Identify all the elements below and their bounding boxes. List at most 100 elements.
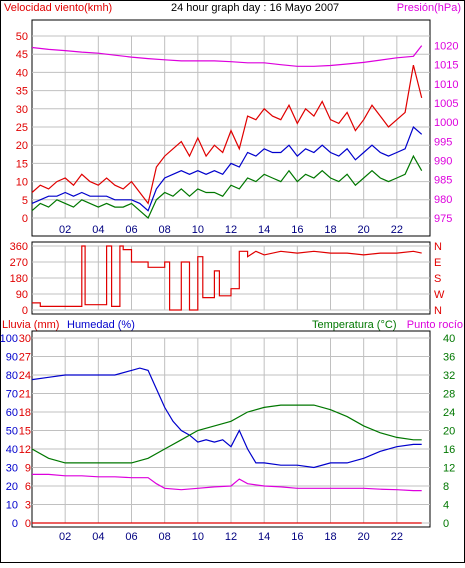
- y-tick-label-rain-3: 30: [19, 333, 31, 345]
- series-line-1-2: [31, 154, 423, 219]
- series-line-3-2: [32, 473, 422, 492]
- y-tick-label-left-1: 25: [16, 122, 28, 134]
- x-tick-label-3: 20: [358, 531, 370, 543]
- x-tick-label-1: 08: [159, 224, 171, 236]
- x-tick-label-1: 10: [192, 224, 204, 236]
- x-tick-label-1: 12: [225, 224, 237, 236]
- x-tick-label-1: 14: [258, 224, 270, 236]
- y-tick-label-right-3: 24: [443, 407, 455, 419]
- y-tick-label-rain-3: 3: [25, 500, 31, 512]
- y-tick-label-left-1: 35: [16, 86, 28, 98]
- y-tick-label-left-2: 0: [22, 305, 28, 317]
- y-tick-label-right-1: 1010: [434, 79, 458, 91]
- x-tick-label-1: 02: [59, 224, 71, 236]
- x-tick-label-3: 10: [192, 531, 204, 543]
- y-tick-label-left-3: 40: [6, 444, 18, 456]
- y-tick-label-left-3: 10: [6, 500, 18, 512]
- pressure-axis-label: Presión(hPa): [397, 2, 461, 14]
- y-tick-label-right-3: 16: [443, 444, 455, 456]
- x-tick-label-1: 20: [358, 224, 370, 236]
- wind-panel-frame: [31, 19, 431, 237]
- y-tick-label-left-3: 20: [6, 481, 18, 493]
- y-tick-label-right-3: 20: [443, 426, 455, 438]
- x-tick-label-3: 06: [125, 531, 137, 543]
- y-tick-label-right-2: N: [434, 241, 442, 253]
- y-tick-label-left-3: 100: [0, 333, 18, 345]
- y-tick-label-left-1: 5: [22, 195, 28, 207]
- wind-axis-label: Velocidad viento(kmh): [4, 2, 112, 14]
- y-tick-label-rain-3: 12: [19, 444, 31, 456]
- x-tick-label-3: 02: [59, 531, 71, 543]
- series-line-1-1: [31, 125, 423, 212]
- x-tick-label-1: 22: [391, 224, 403, 236]
- y-tick-label-right-1: 985: [434, 175, 452, 187]
- y-tick-label-right-1: 1020: [434, 41, 458, 53]
- climate-panel-frame: [31, 330, 431, 528]
- y-tick-label-right-1: 975: [434, 213, 452, 225]
- y-tick-label-rain-3: 0: [25, 518, 31, 530]
- y-tick-label-left-1: 15: [16, 158, 28, 170]
- y-tick-label-left-1: 45: [16, 49, 28, 61]
- y-tick-label-left-2: 360: [10, 241, 28, 253]
- y-tick-label-right-3: 32: [443, 370, 455, 382]
- x-tick-label-3: 22: [391, 531, 403, 543]
- y-tick-label-rain-3: 6: [25, 481, 31, 493]
- y-tick-label-left-3: 90: [6, 352, 18, 364]
- chart-title: 24 hour graph day : 16 Mayo 2007: [171, 2, 339, 14]
- y-tick-label-left-1: 0: [22, 213, 28, 225]
- y-tick-label-rain-3: 24: [19, 370, 31, 382]
- y-tick-label-left-1: 50: [16, 31, 28, 43]
- y-tick-label-left-1: 40: [16, 67, 28, 79]
- y-tick-label-left-2: 180: [10, 273, 28, 285]
- series-line-3-1: [31, 404, 422, 464]
- x-tick-label-3: 12: [225, 531, 237, 543]
- y-tick-label-right-3: 40: [443, 333, 455, 345]
- y-tick-label-rain-3: 9: [25, 463, 31, 475]
- dewpoint-axis-label: Punto rocío: [407, 319, 463, 331]
- y-tick-label-left-3: 0: [12, 518, 18, 530]
- y-tick-label-rain-3: 15: [19, 426, 31, 438]
- y-tick-label-left-3: 50: [6, 426, 18, 438]
- series-line-2-0: [32, 245, 422, 311]
- x-tick-label-1: 16: [291, 224, 303, 236]
- y-tick-label-left-2: 90: [16, 289, 28, 301]
- y-tick-label-left-3: 80: [6, 370, 18, 382]
- y-tick-label-right-2: N: [434, 305, 442, 317]
- y-tick-label-left-3: 60: [6, 407, 18, 419]
- y-tick-label-left-3: 30: [6, 463, 18, 475]
- y-tick-label-right-3: 36: [443, 352, 455, 364]
- y-tick-label-right-3: 8: [443, 481, 449, 493]
- series-line-1-3: [31, 45, 423, 67]
- x-tick-label-3: 18: [324, 531, 336, 543]
- y-tick-label-right-3: 0: [443, 518, 449, 530]
- y-tick-label-right-3: 12: [443, 463, 455, 475]
- y-tick-label-rain-3: 27: [19, 352, 31, 364]
- y-tick-label-right-2: S: [434, 273, 441, 285]
- y-tick-label-left-1: 10: [16, 177, 28, 189]
- y-tick-label-right-2: E: [434, 257, 441, 269]
- y-tick-label-right-1: 1015: [434, 60, 458, 72]
- y-tick-label-right-3: 4: [443, 500, 449, 512]
- y-tick-label-right-1: 990: [434, 156, 452, 168]
- x-tick-label-1: 18: [324, 224, 336, 236]
- rain-axis-label: Lluvia (mm): [2, 319, 59, 331]
- y-tick-label-right-1: 980: [434, 194, 452, 206]
- y-tick-label-right-1: 1005: [434, 98, 458, 110]
- x-tick-label-1: 04: [92, 224, 104, 236]
- series-line-3-0: [31, 367, 422, 469]
- humidity-axis-label: Humedad (%): [67, 319, 135, 331]
- y-tick-label-right-1: 995: [434, 136, 452, 148]
- series-line-1-0: [31, 64, 423, 205]
- y-tick-label-left-1: 20: [16, 140, 28, 152]
- x-tick-label-3: 14: [258, 531, 270, 543]
- x-tick-label-1: 06: [125, 224, 137, 236]
- y-tick-label-left-1: 30: [16, 104, 28, 116]
- y-tick-label-rain-3: 21: [19, 389, 31, 401]
- x-tick-label-3: 04: [92, 531, 104, 543]
- y-tick-label-left-2: 270: [10, 257, 28, 269]
- y-tick-label-right-3: 28: [443, 389, 455, 401]
- y-tick-label-rain-3: 18: [19, 407, 31, 419]
- y-tick-label-left-3: 70: [6, 389, 18, 401]
